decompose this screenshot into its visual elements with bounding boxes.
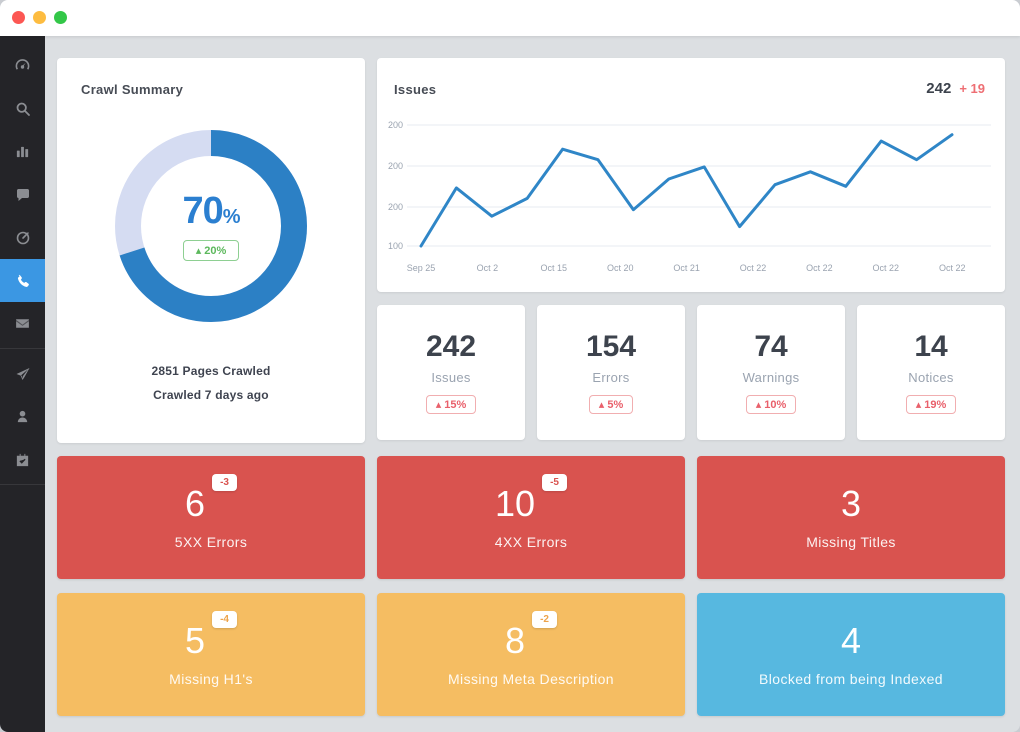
search-icon: [15, 101, 31, 117]
crawl-donut-chart: 70% ▴ 20%: [113, 128, 309, 324]
metric-label: Missing Titles: [806, 533, 896, 550]
sidebar-item-inbox[interactable]: [0, 302, 45, 345]
stat-card-notices[interactable]: 14 Notices ▴ 19%: [857, 305, 1005, 440]
stat-card-issues[interactable]: 242 Issues ▴ 15%: [377, 305, 525, 440]
svg-text:200: 200: [388, 161, 403, 171]
stat-change-badge: ▴ 15%: [425, 394, 477, 414]
svg-text:Oct 21: Oct 21: [673, 263, 700, 273]
metric-label: 5XX Errors: [174, 533, 248, 550]
crawl-age-text: Crawled 7 days ago: [153, 388, 269, 402]
crawl-summary-card: Crawl Summary 70% ▴ 20% 2851 Pages Crawl…: [57, 58, 365, 443]
metric-card-blocked-indexed[interactable]: 4 Blocked from being Indexed: [697, 593, 1005, 716]
svg-text:200: 200: [388, 202, 403, 212]
metric-card-missing-h1[interactable]: 5 -4 Missing H1's: [57, 593, 365, 716]
window-titlebar: [0, 0, 1020, 36]
metric-label: Blocked from being Indexed: [759, 670, 943, 687]
metric-card-missing-titles[interactable]: 3 Missing Titles: [697, 456, 1005, 579]
sidebar-item-search[interactable]: [0, 87, 45, 130]
svg-text:Sep 25: Sep 25: [407, 263, 436, 273]
sidebar-item-analytics[interactable]: [0, 130, 45, 173]
stat-label: Notices: [908, 369, 954, 385]
traffic-lights: [12, 11, 67, 24]
mail-icon: [14, 315, 31, 332]
stat-label: Warnings: [742, 369, 800, 385]
dashboard-content: Crawl Summary 70% ▴ 20% 2851 Pages Crawl…: [45, 36, 1020, 732]
sidebar-item-calls[interactable]: [0, 259, 45, 302]
metric-value: 4: [840, 619, 862, 661]
metric-delta-badge: -5: [542, 473, 567, 491]
sidebar-divider: [0, 348, 45, 349]
bar-chart-icon: [15, 144, 30, 159]
crawl-percent: 70%: [182, 189, 240, 232]
metric-delta-badge: -4: [212, 610, 237, 628]
stat-value: 14: [914, 329, 948, 363]
svg-text:Oct 2: Oct 2: [477, 263, 499, 273]
send-icon: [15, 366, 31, 382]
metric-value: 6: [185, 482, 206, 524]
metric-value: 10: [495, 482, 536, 524]
metric-card-4xx-errors[interactable]: 10 -5 4XX Errors: [377, 456, 685, 579]
zoom-window-button[interactable]: [54, 11, 67, 24]
minimize-window-button[interactable]: [33, 11, 46, 24]
metric-delta-badge: -3: [212, 473, 237, 491]
issues-chart-card: Issues 242 + 19 200 200 200 100 Sep 25 Oct 2 O…: [377, 58, 1005, 292]
crawl-change-badge: ▴ 20%: [182, 239, 240, 261]
svg-text:Oct 15: Oct 15: [541, 263, 568, 273]
phone-icon: [15, 273, 31, 289]
close-window-button[interactable]: [12, 11, 25, 24]
stat-value: 74: [754, 329, 788, 363]
stat-value: 154: [585, 329, 637, 363]
metric-value: 5: [185, 619, 206, 661]
clipboard-check-icon: [15, 452, 30, 467]
pages-crawled-text: 2851 Pages Crawled: [151, 364, 271, 378]
stat-label: Errors: [592, 369, 630, 385]
sidebar-divider: [0, 484, 45, 485]
issues-change: + 19: [959, 81, 985, 96]
user-icon: [15, 409, 30, 424]
metric-label: Missing Meta Description: [448, 670, 614, 687]
gauge-icon: [14, 57, 31, 74]
metric-card-5xx-errors[interactable]: 6 -3 5XX Errors: [57, 456, 365, 579]
svg-text:Oct 22: Oct 22: [939, 263, 966, 273]
stat-change-badge: ▴ 10%: [745, 394, 797, 414]
metric-card-missing-meta-description[interactable]: 8 -2 Missing Meta Description: [377, 593, 685, 716]
issues-line-chart: 200 200 200 100 Sep 25 Oct 2 Oct 15 Oct 20 Oct 2…: [388, 120, 991, 273]
donut-progress-ring: [115, 130, 307, 322]
sidebar-nav: [0, 36, 45, 732]
svg-text:Oct 22: Oct 22: [873, 263, 900, 273]
sidebar-item-send[interactable]: [0, 352, 45, 395]
metric-value: 8: [505, 619, 526, 661]
stat-change-badge: ▴ 19%: [905, 394, 957, 414]
sidebar-item-tracking[interactable]: [0, 216, 45, 259]
stat-label: Issues: [431, 369, 471, 385]
svg-text:Oct 22: Oct 22: [740, 263, 767, 273]
metric-label: 4XX Errors: [494, 533, 568, 550]
sidebar-item-messages[interactable]: [0, 173, 45, 216]
sidebar-item-tasks[interactable]: [0, 438, 45, 481]
chat-icon: [15, 187, 31, 203]
metric-label: Missing H1's: [169, 670, 253, 687]
stat-change-badge: ▴ 5%: [588, 394, 634, 414]
svg-text:200: 200: [388, 120, 403, 130]
metric-value: 3: [840, 482, 862, 524]
issues-total: 242: [926, 80, 952, 97]
target-icon: [15, 230, 31, 246]
issues-title: Issues: [394, 82, 437, 97]
svg-text:100: 100: [388, 241, 403, 251]
stat-card-errors[interactable]: 154 Errors ▴ 5%: [537, 305, 685, 440]
stat-value: 242: [425, 329, 477, 363]
metric-delta-badge: -2: [532, 610, 557, 628]
svg-text:Oct 22: Oct 22: [806, 263, 833, 273]
stat-card-warnings[interactable]: 74 Warnings ▴ 10%: [697, 305, 845, 440]
svg-text:Oct 20: Oct 20: [607, 263, 634, 273]
sidebar-item-dashboard[interactable]: [0, 44, 45, 87]
crawl-summary-title: Crawl Summary: [81, 82, 184, 97]
sidebar-item-profile[interactable]: [0, 395, 45, 438]
